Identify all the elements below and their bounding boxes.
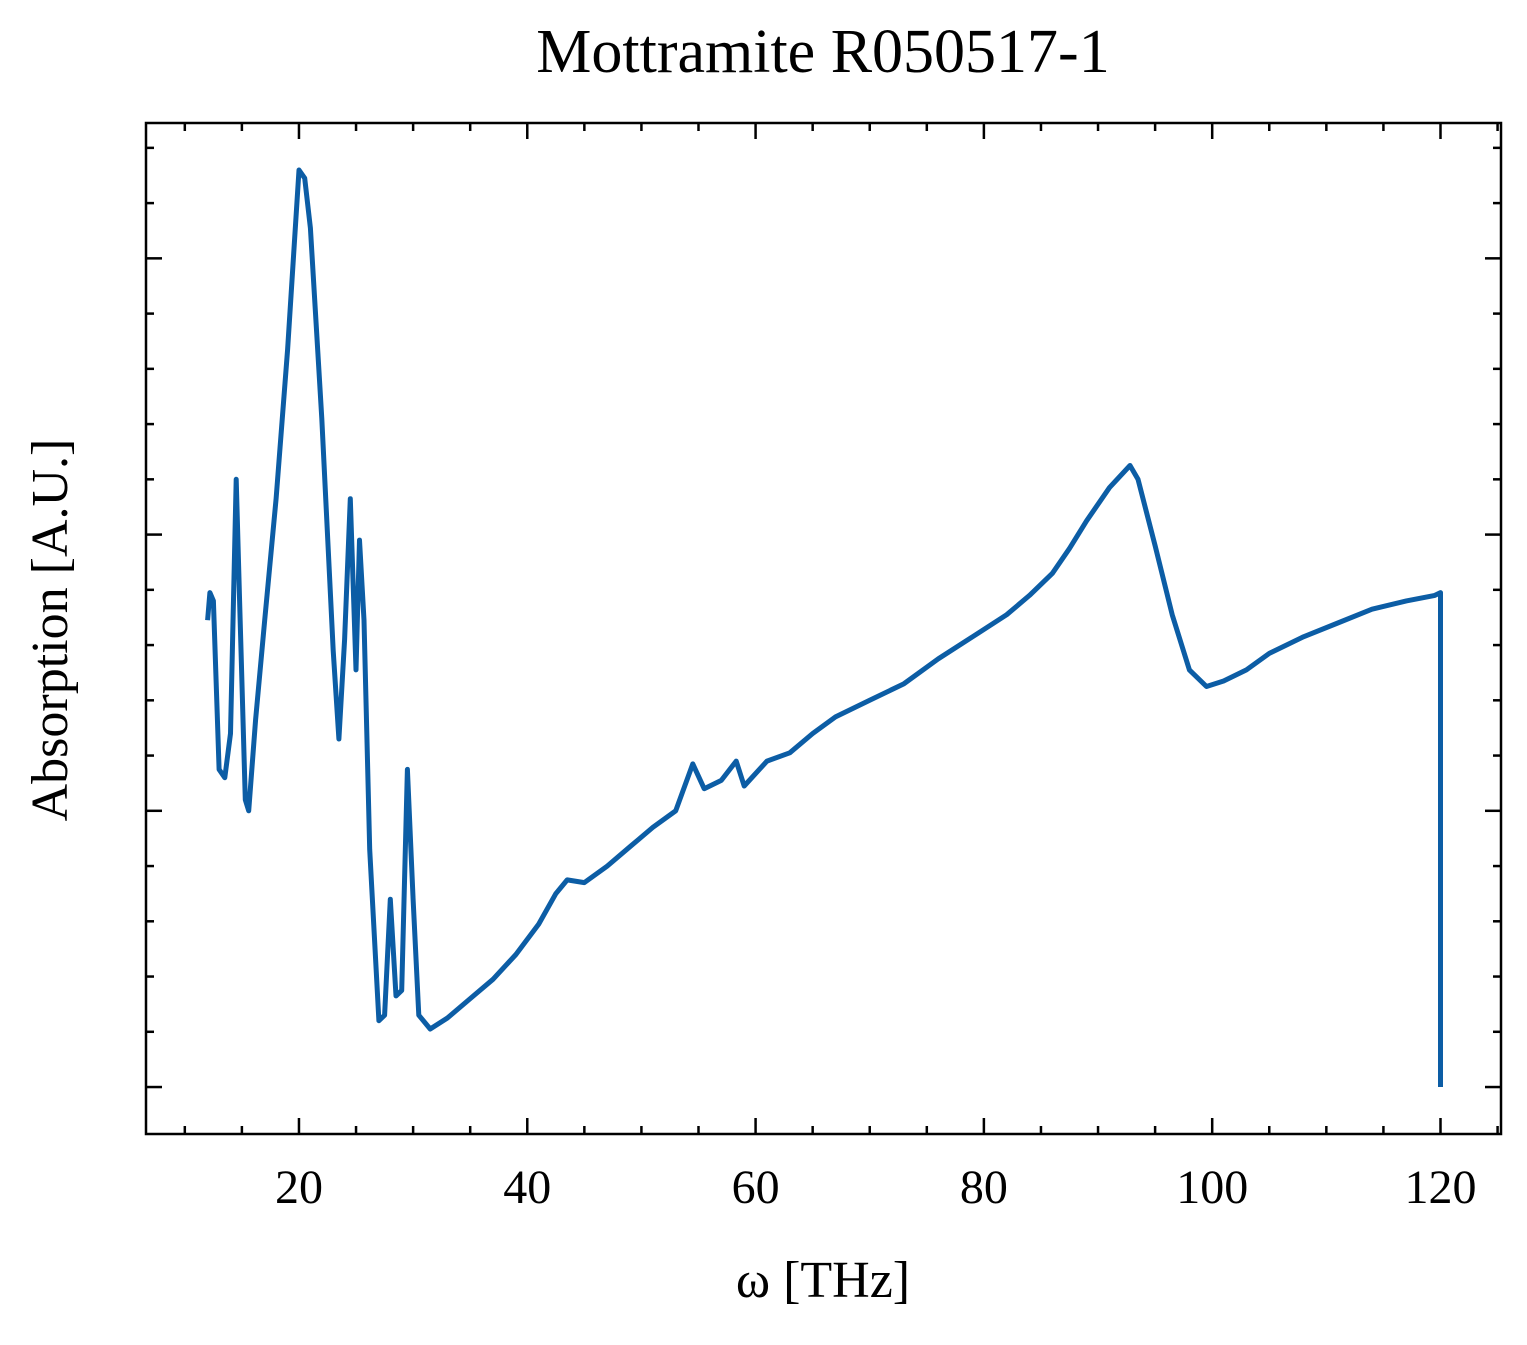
plot-frame (144, 121, 1503, 1136)
y-axis-label: Absorption [A.U.] (22, 439, 79, 822)
chart-title: Mottramite R050517-1 (536, 18, 1109, 86)
x-tick-label: 80 (960, 1161, 1008, 1214)
x-tick-label: 20 (275, 1161, 323, 1214)
x-tick-label: 120 (1404, 1161, 1476, 1214)
x-tick-label: 60 (732, 1161, 780, 1214)
x-axis-label: ω [THz] (736, 1252, 910, 1309)
x-tick-label: 40 (503, 1161, 551, 1214)
x-tick-label: 100 (1176, 1161, 1248, 1214)
data-line (205, 167, 1443, 1087)
